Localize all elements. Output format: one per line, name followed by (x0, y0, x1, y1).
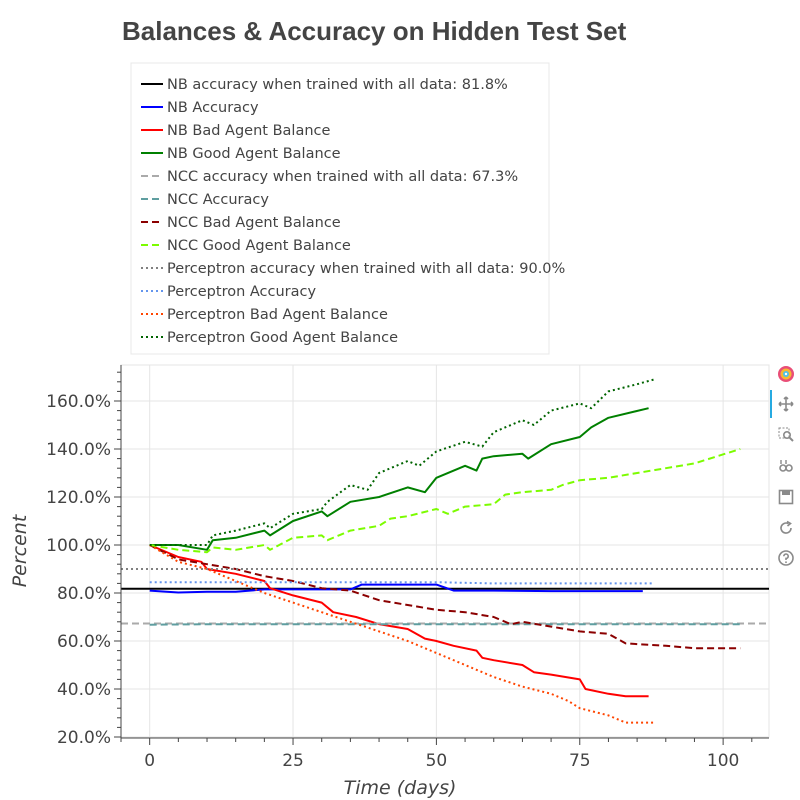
series-line-10 (149, 544, 655, 724)
wheel-zoom-icon[interactable] (776, 456, 796, 476)
y-tick-label: 140.0% (46, 440, 111, 460)
chart-title: Balances & Accuracy on Hidden Test Set (122, 16, 627, 46)
y-tick-label: 20.0% (57, 728, 111, 748)
legend-label: NCC accuracy when trained with all data:… (167, 169, 518, 185)
legend-label: Perceptron Good Agent Balance (167, 330, 398, 346)
legend-label: Perceptron Bad Agent Balance (167, 307, 388, 323)
active-tool-indicator (770, 390, 772, 418)
series-line-3 (149, 407, 649, 551)
legend-label: NCC Good Agent Balance (167, 238, 351, 254)
y-tick-label: 100.0% (46, 536, 111, 556)
y-tick-label: 40.0% (57, 680, 111, 700)
legend-label: NB Bad Agent Balance (167, 123, 330, 139)
legend-label: NB Accuracy (167, 100, 259, 116)
series-line-1 (149, 583, 643, 594)
legend-label: NCC Accuracy (167, 192, 269, 208)
series-lines (121, 378, 769, 724)
legend-label: Perceptron accuracy when trained with al… (167, 261, 565, 277)
bokeh-logo-icon[interactable] (776, 364, 796, 384)
help-icon[interactable] (776, 548, 796, 568)
x-tick-label: 100 (707, 751, 739, 771)
series-line-5 (149, 623, 741, 626)
series-line-2 (149, 544, 649, 698)
chart-toolbar (770, 360, 800, 580)
y-tick-label: 120.0% (46, 488, 111, 508)
series-line-11 (149, 378, 655, 546)
box-zoom-icon[interactable] (776, 425, 796, 445)
reset-icon[interactable] (776, 518, 796, 538)
legend: NB accuracy when trained with all data: … (130, 62, 565, 355)
pan-icon[interactable] (776, 394, 796, 414)
plot-area (120, 364, 770, 738)
legend-label: NB Good Agent Balance (167, 146, 341, 162)
x-tick-label: 0 (144, 751, 155, 771)
y-tick-label: 60.0% (57, 632, 111, 652)
save-icon[interactable] (776, 487, 796, 507)
y-axis-label: Percent (9, 513, 31, 587)
x-tick-label: 25 (282, 751, 304, 771)
series-line-7 (149, 448, 741, 554)
y-tick-label: 80.0% (57, 584, 111, 604)
axes: 20.0% 40.0% 60.0% 80.0% 100.0% 120.0% 140.0% 16… (46, 365, 769, 771)
legend-label: NCC Bad Agent Balance (167, 215, 341, 231)
x-tick-label: 75 (569, 751, 591, 771)
y-tick-label: 160.0% (46, 392, 111, 412)
series-line-9 (149, 581, 655, 585)
legend-label: Perceptron Accuracy (167, 284, 317, 300)
x-tick-label: 50 (426, 751, 448, 771)
x-axis-label: Time (days) (344, 777, 457, 799)
series-line-6 (149, 544, 741, 650)
legend-label: NB accuracy when trained with all data: … (167, 77, 508, 93)
